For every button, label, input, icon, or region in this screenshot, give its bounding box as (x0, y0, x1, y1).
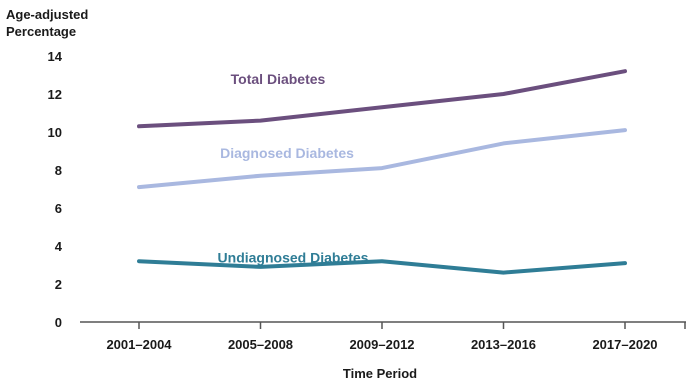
x-tick-label: 2017–2020 (592, 337, 657, 352)
y-tick-label: 8 (55, 163, 62, 178)
x-tick-label: 2005–2008 (228, 337, 293, 352)
series-label-2: Undiagnosed Diabetes (218, 249, 369, 265)
x-tick-label: 2013–2016 (471, 337, 536, 352)
chart-axes: 0 2 4 6 8 10 12 14 2001–2004 2005–2008 2009–2012 20… (48, 49, 686, 352)
y-tick-label: 4 (55, 239, 63, 254)
x-tick-label: 2001–2004 (106, 337, 172, 352)
y-axis-label: Age-adjusted Percentage (6, 6, 88, 40)
y-tick-label: 6 (55, 201, 62, 216)
y-tick-label: 14 (48, 49, 63, 64)
x-axis-label: Time Period (343, 366, 417, 381)
y-tick-label: 2 (55, 277, 62, 292)
x-tick-label: 2009–2012 (349, 337, 414, 352)
chart-series (137, 69, 627, 275)
chart-series-labels: Total Diabetes Diagnosed Diabetes Undiagno… (218, 71, 369, 266)
series-label-0: Total Diabetes (231, 71, 326, 87)
series-label-1: Diagnosed Diabetes (220, 145, 354, 161)
y-tick-label: 0 (55, 315, 62, 330)
series-line-0 (137, 69, 627, 129)
y-axis-label-line-1: Age-adjusted (6, 7, 89, 22)
y-axis-label-line-2: Percentage (6, 24, 77, 39)
y-tick-label: 10 (48, 125, 62, 140)
y-tick-label: 12 (48, 87, 62, 102)
series-line-1 (137, 128, 627, 190)
series-line-2 (137, 259, 627, 275)
